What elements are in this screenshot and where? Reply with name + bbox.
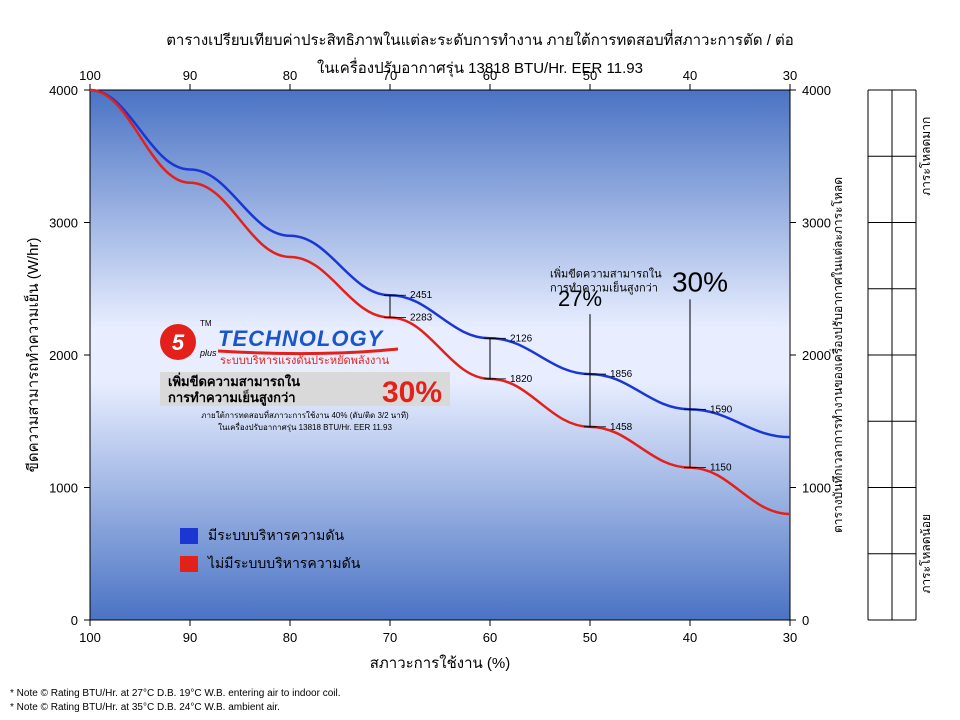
svg-text:70: 70 [383, 630, 397, 645]
svg-text:1000: 1000 [49, 481, 78, 496]
infobox-line2: การทำความเย็นสูงกว่า [168, 388, 296, 406]
svg-text:ตารางบันทึกเวลาการทำงานของเครื: ตารางบันทึกเวลาการทำงานของเครื่องปรับอาก… [829, 177, 845, 533]
brand-tm: TM [200, 319, 212, 328]
legend-swatch [180, 528, 198, 544]
svg-text:100: 100 [79, 630, 101, 645]
svg-text:40: 40 [683, 68, 697, 83]
brand-subtitle: ระบบบริหารแรงดันประหยัดพลังงาน [220, 355, 390, 367]
point-label: 1458 [610, 422, 633, 433]
svg-text:50: 50 [583, 630, 597, 645]
infobox-line1: เพิ่มขีดความสามารถใน [168, 372, 300, 389]
svg-text:0: 0 [802, 613, 809, 628]
svg-text:30: 30 [783, 630, 797, 645]
svg-text:50: 50 [583, 68, 597, 83]
point-label: 2283 [410, 313, 433, 324]
chart-svg: 1001009090808070706060505040403030001000… [0, 0, 960, 720]
svg-text:4000: 4000 [49, 83, 78, 98]
svg-text:3000: 3000 [49, 216, 78, 231]
svg-text:30: 30 [783, 68, 797, 83]
svg-text:100: 100 [79, 68, 101, 83]
legend-swatch [180, 556, 198, 572]
svg-text:ขีดความสามารถทำความเย็น (W/hr): ขีดความสามารถทำความเย็น (W/hr) [23, 238, 42, 473]
svg-text:60: 60 [483, 630, 497, 645]
point-label: 1150 [710, 463, 732, 474]
side-label-top: ภาระโหลดมาก [919, 117, 933, 196]
svg-text:90: 90 [183, 630, 197, 645]
point-label: 1590 [710, 404, 733, 415]
point-label: 2451 [410, 290, 433, 301]
svg-text:70: 70 [383, 68, 397, 83]
svg-text:3000: 3000 [802, 216, 831, 231]
svg-text:90: 90 [183, 68, 197, 83]
svg-text:80: 80 [283, 68, 297, 83]
point-label: 1856 [610, 369, 633, 380]
callout-text-2: การทำความเย็นสูงกว่า [550, 280, 658, 294]
point-label: 1820 [510, 374, 533, 385]
svg-text:1000: 1000 [802, 481, 831, 496]
svg-text:สภาวะการใช้งาน (%): สภาวะการใช้งาน (%) [370, 654, 511, 672]
svg-text:60: 60 [483, 68, 497, 83]
infobox-small1: ภายใต้การทดสอบที่สภาวะการใช้งาน 40% (ดับ… [201, 409, 409, 420]
brand-word: TECHNOLOGY [218, 326, 385, 351]
svg-text:80: 80 [283, 630, 297, 645]
svg-text:2000: 2000 [49, 348, 78, 363]
point-label: 2126 [510, 333, 533, 344]
legend-label: มีระบบบริหารความดัน [208, 527, 344, 543]
brand-number: 5 [172, 330, 185, 355]
footnote-1: * Note © Rating BTU/Hr. at 27°C D.B. 19°… [10, 688, 341, 699]
footnote-2: * Note © Rating BTU/Hr. at 35°C D.B. 24°… [10, 702, 280, 713]
callout-text-1: เพิ่มขีดความสามารถใน [550, 265, 662, 280]
brand-suffix: plus [199, 348, 217, 358]
legend-label: ไม่มีระบบบริหารความดัน [207, 555, 361, 571]
svg-text:4000: 4000 [802, 83, 831, 98]
svg-text:40: 40 [683, 630, 697, 645]
callout-30: 30% [672, 266, 728, 297]
infobox-percent: 30% [382, 376, 442, 409]
svg-text:2000: 2000 [802, 348, 831, 363]
side-label-bottom: ภาระโหลดน้อย [919, 514, 933, 593]
svg-text:0: 0 [71, 613, 78, 628]
infobox-small2: ในเครื่องปรับอากาศรุ่น 13818 BTU/Hr. EER… [218, 421, 392, 432]
